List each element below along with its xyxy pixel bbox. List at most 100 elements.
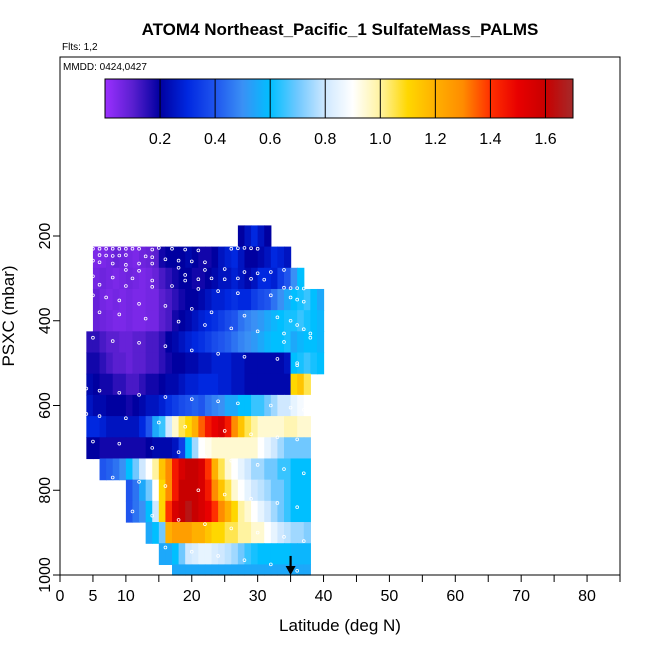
sample-point: [216, 289, 220, 293]
heatmap-cell: [172, 267, 180, 290]
heatmap-cell: [198, 394, 206, 417]
sample-point: [189, 307, 194, 311]
sample-point: [282, 331, 286, 336]
heatmap-cell: [257, 267, 265, 290]
sample-point: [130, 276, 135, 281]
heatmap-cell: [277, 479, 285, 502]
sample-point: [163, 304, 168, 308]
heatmap-cell: [284, 267, 292, 290]
sample-point: [203, 260, 207, 265]
heatmap-cell: [277, 543, 285, 566]
heatmap-cell: [92, 310, 101, 332]
heatmap-cell: [211, 522, 219, 544]
sample-point: [308, 335, 313, 340]
heatmap-cell: [204, 267, 213, 290]
heatmap-cell: [158, 416, 167, 438]
heatmap-cell: [303, 331, 311, 354]
heatmap-cell: [290, 267, 298, 290]
heatmap-cell: [112, 416, 120, 438]
heatmap-cell: [257, 394, 265, 417]
sample-point: [295, 505, 299, 510]
heatmap-cell: [185, 246, 193, 269]
heatmap-cell: [132, 288, 140, 311]
x-tick-label: 0: [56, 588, 65, 605]
sample-point: [163, 545, 168, 550]
heatmap-cell: [139, 479, 147, 502]
colorbar-tick-label: 1.4: [479, 131, 501, 148]
sample-point: [137, 301, 141, 306]
heatmap-cell: [198, 373, 206, 396]
heatmap-cell: [284, 246, 292, 269]
y-tick-label: 600: [37, 392, 54, 419]
sample-point: [110, 475, 115, 480]
heatmap-cell: [231, 310, 239, 332]
sample-point: [222, 267, 227, 271]
heatmap-cell: [185, 500, 193, 523]
heatmap-cell: [92, 288, 101, 311]
sample-point: [137, 340, 141, 345]
heatmap-cell: [152, 522, 160, 544]
sample-point: [91, 274, 95, 279]
sample-point: [110, 275, 115, 280]
heatmap-cell: [244, 225, 252, 248]
heatmap-cell: [204, 310, 213, 332]
heatmap-cell: [165, 522, 173, 544]
sample-point: [170, 246, 174, 251]
heatmap-cell: [264, 331, 272, 354]
heatmap-cell: [165, 543, 173, 566]
heatmap-cell: [270, 267, 279, 290]
heatmap-cell: [224, 479, 232, 502]
heatmap-cell: [112, 437, 120, 460]
sample-point: [229, 526, 234, 531]
heatmap-cell: [211, 564, 219, 576]
heatmap-cell: [86, 331, 94, 354]
sample-point: [137, 479, 141, 484]
heatmap-cell: [152, 331, 160, 354]
heatmap-cell: [119, 458, 127, 481]
heatmap-cell: [185, 373, 193, 396]
heatmap-cell: [178, 543, 186, 566]
sample-point: [130, 246, 135, 251]
sample-point: [282, 340, 286, 344]
sample-points-layer: [84, 246, 313, 573]
heatmap-cell: [224, 416, 232, 438]
heatmap-cell: [303, 416, 311, 438]
x-axis-label: Latitude (deg N): [279, 616, 401, 635]
heatmap-cell: [172, 288, 180, 311]
heatmap-cell: [139, 394, 147, 417]
heatmap-cell: [139, 437, 147, 460]
heatmap-cell: [99, 288, 107, 311]
heatmap-cell: [198, 352, 206, 375]
heatmap-cell: [158, 522, 167, 544]
sample-point: [117, 246, 122, 251]
y-tick-label: 400: [37, 307, 54, 334]
heatmap-cell: [106, 437, 114, 460]
heatmap-cell: [231, 437, 239, 460]
sample-point: [282, 467, 286, 471]
colorbar-ticks: 0.2 0.4 0.6 0.8 1.0 1.2 1.4 1.6: [149, 79, 557, 148]
heatmap-cell: [198, 564, 206, 576]
heatmap-cell: [132, 394, 140, 417]
heatmap-cell: [290, 310, 298, 332]
sample-point: [229, 458, 234, 463]
heatmap-cell: [152, 458, 160, 481]
heatmap-cell: [178, 373, 186, 396]
sample-point: [242, 313, 247, 318]
heatmap-cell: [152, 373, 160, 396]
heatmap-cell: [139, 310, 147, 332]
heatmap-cell: [178, 310, 186, 332]
heatmap-cell: [145, 458, 153, 481]
sample-point: [209, 310, 214, 315]
heatmap-cell: [106, 373, 114, 396]
heatmap-cell: [139, 267, 147, 290]
heatmap-cell: [178, 564, 186, 576]
heatmap-cell: [224, 543, 232, 566]
heatmap-cell: [231, 458, 239, 481]
heatmap-cell: [224, 500, 232, 523]
heatmap-cell: [284, 522, 292, 544]
colorbar: 0.2 0.4 0.6 0.8 1.0 1.2 1.4 1.6: [104, 78, 574, 148]
heatmap-cell: [303, 479, 311, 502]
sample-point: [242, 558, 247, 562]
heatmap-cell: [244, 394, 252, 417]
colorbar-gradient: [104, 78, 574, 119]
